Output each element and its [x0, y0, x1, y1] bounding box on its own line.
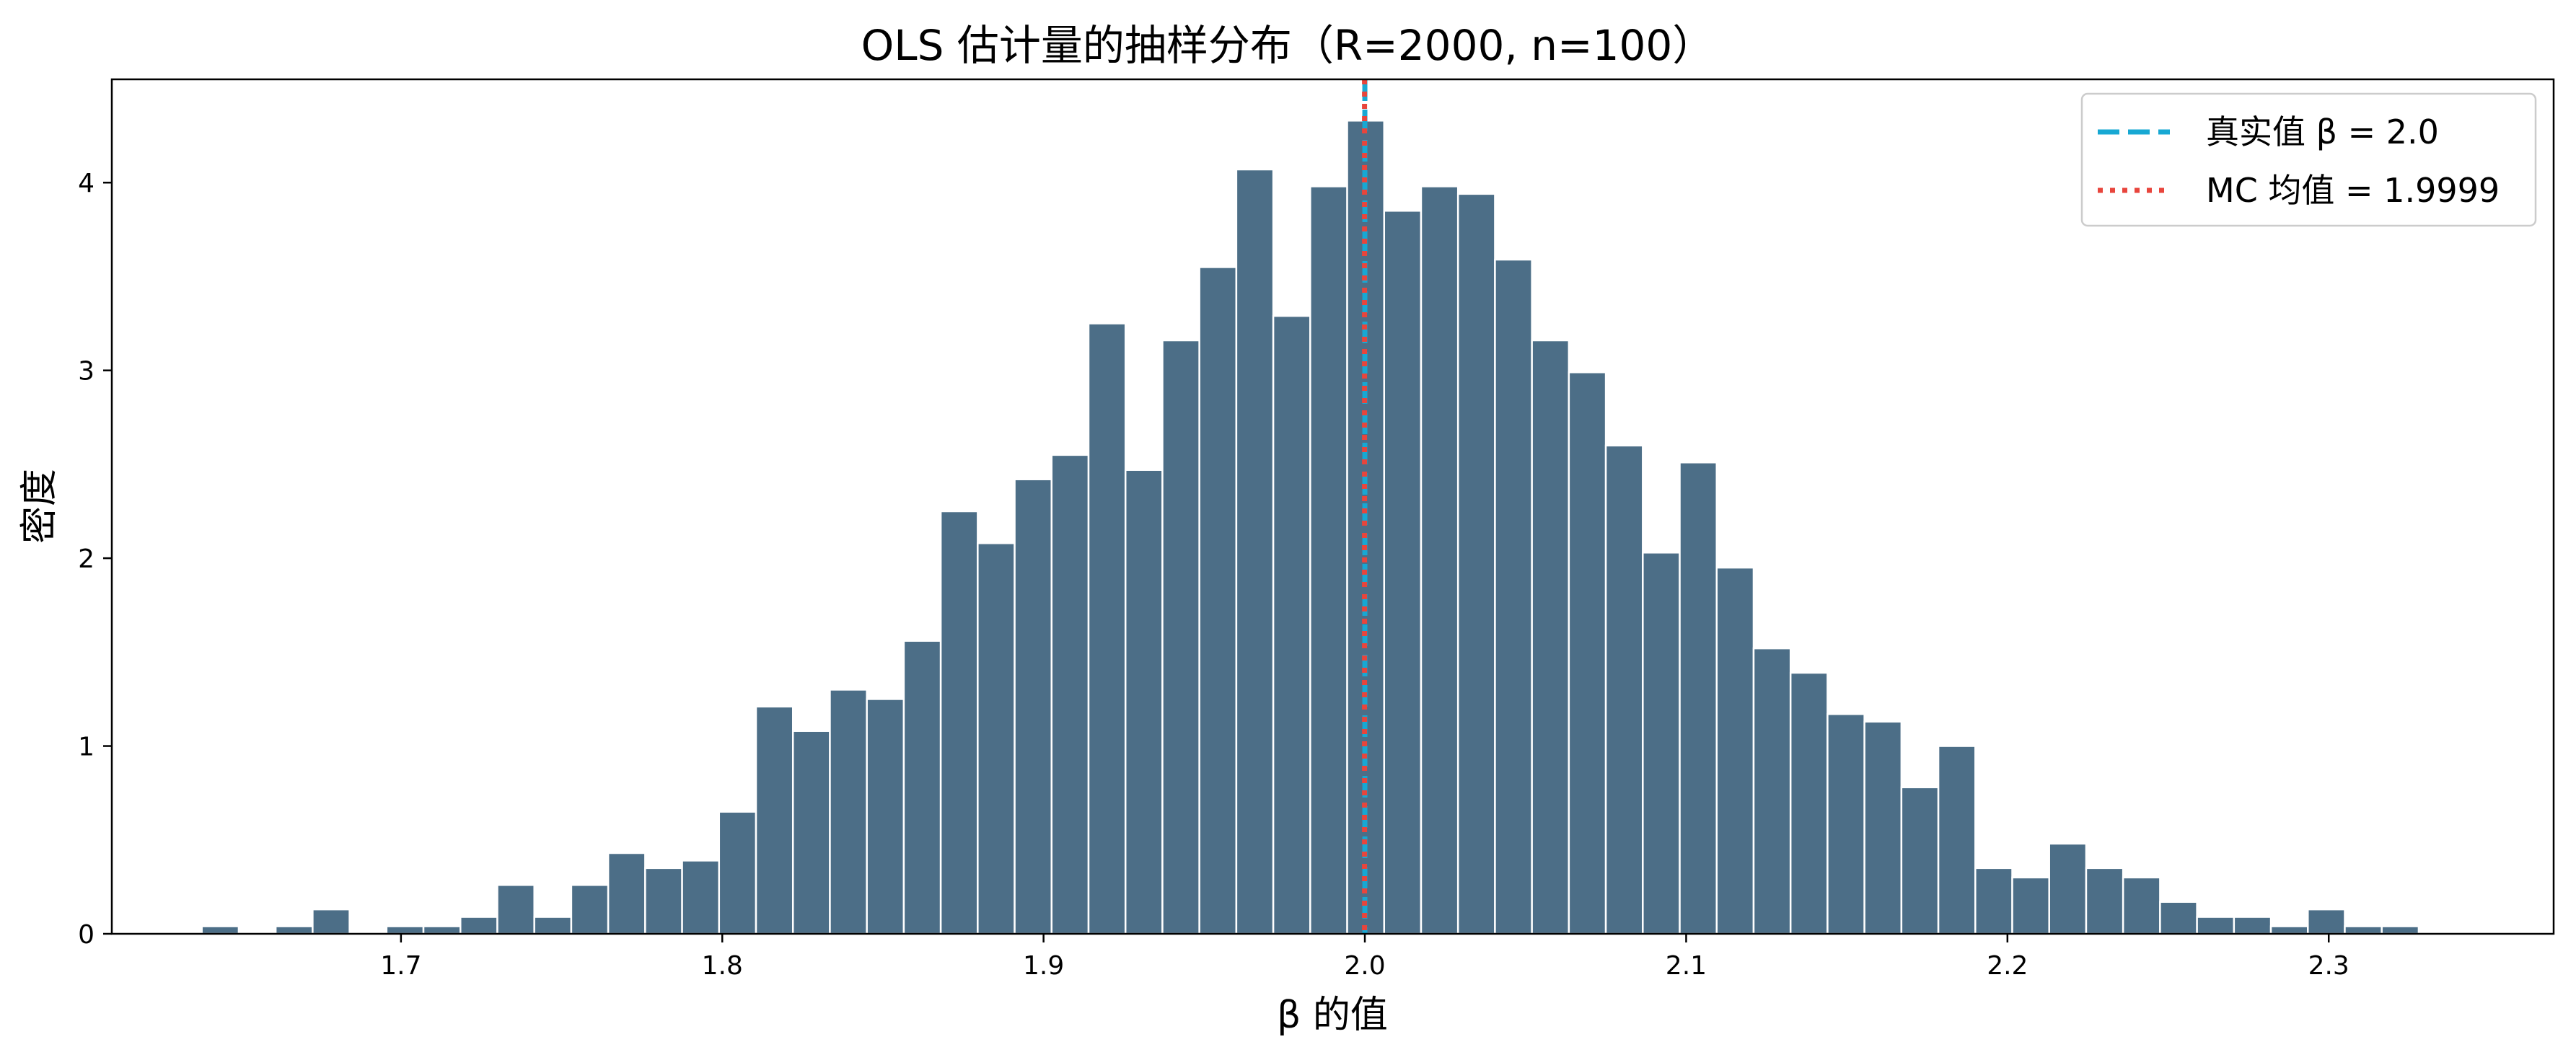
x-tick-label: 2.3 — [2308, 951, 2349, 981]
histogram-bar — [1827, 713, 1865, 935]
histogram-bar — [2381, 925, 2420, 935]
histogram-bar — [460, 916, 498, 935]
y-tick-label: 4 — [78, 169, 94, 198]
y-tick-label: 3 — [78, 357, 94, 387]
histogram-bar — [1531, 339, 1570, 935]
histogram-bar — [1161, 339, 1200, 935]
histogram-bar — [570, 884, 610, 935]
histogram-bar — [644, 867, 683, 935]
x-tick-label: 2.0 — [1344, 951, 1385, 981]
histogram-bar — [533, 916, 573, 935]
histogram-bar — [1235, 168, 1275, 935]
plot-frame — [110, 78, 2555, 935]
histogram-bar — [274, 925, 314, 935]
histogram-bar — [1346, 120, 1386, 935]
histogram-bar — [755, 705, 794, 935]
histogram-bar — [1568, 371, 1607, 935]
histogram-bar — [1752, 647, 1792, 935]
histogram-bar — [1383, 210, 1423, 935]
histogram-bar — [1900, 786, 1940, 935]
histogram-bar — [422, 925, 462, 935]
legend-box — [2080, 92, 2537, 227]
histogram-bar — [2048, 842, 2088, 935]
histogram-bar — [902, 640, 942, 935]
histogram-bar — [496, 884, 535, 935]
histogram-bar — [385, 925, 425, 935]
x-tick-label: 1.9 — [1023, 951, 1064, 981]
histogram-bar — [2233, 916, 2272, 935]
histogram-bar — [681, 860, 721, 935]
histogram-bar — [2307, 908, 2346, 935]
histogram-bar — [1420, 185, 1459, 935]
histogram-bar — [2085, 867, 2124, 935]
histogram-bar — [1198, 266, 1238, 935]
legend: 真实值 β = 2.0 MC 均值 = 1.9999 — [2080, 92, 2537, 227]
histogram-bar — [2011, 876, 2050, 935]
histogram-bar — [2344, 925, 2383, 935]
histogram-bar — [1863, 720, 1903, 935]
y-axis-label: 密度 — [18, 469, 61, 544]
histogram-bar — [939, 510, 979, 935]
histogram-bar — [1715, 566, 1755, 935]
histogram-bar — [1494, 258, 1533, 935]
y-tick-label: 2 — [78, 544, 94, 574]
histogram-bar — [1124, 469, 1164, 935]
histogram-bar — [977, 542, 1016, 935]
histogram-bar — [1679, 461, 1718, 935]
histogram-bar — [866, 698, 905, 935]
x-tick-label: 2.2 — [1987, 951, 2028, 981]
x-tick-label: 1.8 — [702, 951, 743, 981]
plot-area — [201, 120, 2420, 935]
histogram-bar — [1014, 478, 1053, 935]
histogram-bar — [791, 730, 831, 935]
histogram-bar — [718, 811, 757, 935]
histogram-bar — [2196, 916, 2236, 935]
histogram-bar — [829, 689, 868, 935]
x-axis: 1.7 1.8 1.9 2.0 2.1 2.2 2.3 — [380, 934, 2349, 981]
histogram-bar — [1974, 867, 2013, 935]
legend-label-true-value: 真实值 β = 2.0 — [2206, 112, 2439, 151]
y-axis: 0 1 2 3 4 — [78, 169, 112, 950]
x-tick-label: 1.7 — [380, 951, 421, 981]
histogram-bar — [1050, 454, 1090, 935]
histogram-bar — [1309, 185, 1348, 935]
y-tick-label: 1 — [78, 733, 94, 762]
histogram-bar — [1456, 193, 1496, 935]
chart-title: OLS 估计量的抽样分布（R=2000, n=100） — [861, 21, 1715, 70]
y-tick-label: 0 — [78, 920, 94, 950]
histogram-bar — [1789, 671, 1829, 935]
x-axis-label: β 的值 — [1277, 994, 1388, 1037]
histogram-bar — [1604, 444, 1644, 935]
histogram-bar — [1642, 552, 1681, 935]
histogram-bar — [2159, 901, 2198, 935]
x-tick-label: 2.1 — [1666, 951, 1707, 981]
histogram-bar — [2122, 876, 2161, 935]
histogram-bar — [1937, 745, 1977, 935]
histogram-bar — [1272, 314, 1311, 935]
histogram-bar — [312, 908, 351, 935]
legend-label-mc-mean: MC 均值 = 1.9999 — [2206, 171, 2500, 210]
histogram-bar — [607, 852, 646, 935]
histogram-bar — [2269, 925, 2309, 935]
histogram-bar — [1087, 322, 1127, 935]
histogram-bar — [201, 925, 240, 935]
